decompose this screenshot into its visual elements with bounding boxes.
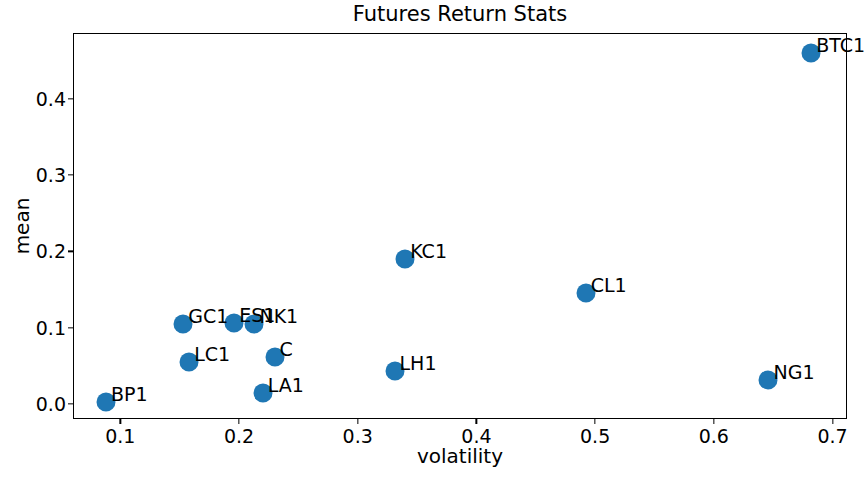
y-tick xyxy=(68,174,74,175)
y-tick-label: 0.2 xyxy=(36,240,66,262)
data-point-label-LC1: LC1 xyxy=(194,343,230,365)
y-tick-label: 0.4 xyxy=(36,88,66,110)
x-axis-label: volatility xyxy=(73,444,847,468)
y-tick-label: 0.1 xyxy=(36,317,66,339)
plot-area: 0.10.20.30.40.50.60.70.00.10.20.30.4BTC1… xyxy=(73,33,847,419)
x-tick xyxy=(476,418,477,424)
x-tick xyxy=(713,418,714,424)
y-tick-label: 0.0 xyxy=(36,393,66,415)
data-point-label-LH1: LH1 xyxy=(400,352,437,374)
data-point-label-NG1: NG1 xyxy=(773,361,814,383)
data-point-label-LA1: LA1 xyxy=(268,374,304,396)
x-tick xyxy=(832,418,833,424)
x-tick xyxy=(594,418,595,424)
data-point-label-C: C xyxy=(280,338,293,360)
x-tick xyxy=(120,418,121,424)
y-tick xyxy=(68,98,74,99)
data-point-label-BTC1: BTC1 xyxy=(816,34,865,56)
y-axis-label: mean xyxy=(10,198,34,255)
y-tick xyxy=(68,327,74,328)
y-tick xyxy=(68,403,74,404)
scatter-plot-figure: Futures Return Stats 0.10.20.30.40.50.60… xyxy=(0,0,868,480)
chart-title: Futures Return Stats xyxy=(73,1,847,28)
y-tick xyxy=(68,251,74,252)
data-point-label-GC1: GC1 xyxy=(188,305,228,327)
data-point-label-NK1: NK1 xyxy=(259,305,298,327)
data-point-label-CL1: CL1 xyxy=(591,274,627,296)
x-tick xyxy=(357,418,358,424)
data-point-label-KC1: KC1 xyxy=(410,240,447,262)
y-tick-label: 0.3 xyxy=(36,164,66,186)
x-tick xyxy=(238,418,239,424)
data-point-label-BP1: BP1 xyxy=(111,383,148,405)
